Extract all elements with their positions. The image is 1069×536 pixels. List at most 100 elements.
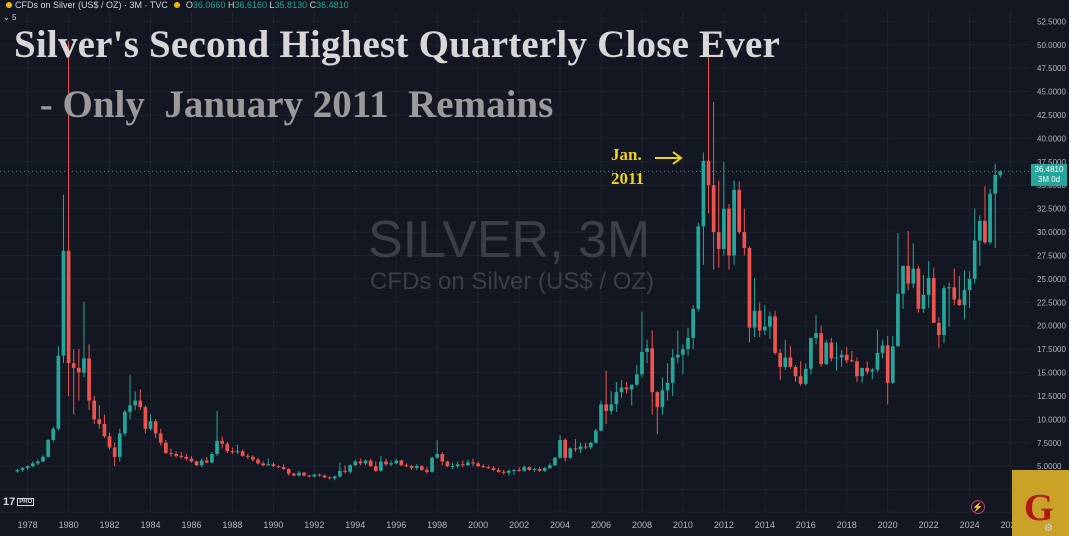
candle-down — [343, 465, 347, 474]
candle-up — [921, 275, 926, 313]
candle-up — [117, 428, 122, 462]
y-tick-label: 20.0000 — [1037, 322, 1066, 331]
candle-down — [573, 439, 578, 453]
candle-up — [926, 261, 931, 308]
candle-body — [998, 171, 1003, 176]
candle-body — [988, 193, 992, 243]
candle-body — [353, 461, 358, 466]
candle-down — [194, 460, 199, 467]
candle-up — [629, 384, 634, 406]
candle-body — [51, 428, 56, 440]
candle-body — [92, 400, 97, 420]
candle-down — [281, 464, 286, 470]
y-tick-label: 50.0000 — [1037, 41, 1066, 50]
symbol-legend[interactable]: CFDs on Silver (US$ / OZ) · 3M · TVC O36… — [2, 0, 349, 12]
candle-body — [614, 392, 619, 405]
candle-body — [814, 333, 818, 338]
candle-body — [860, 367, 864, 377]
x-tick-label: 1982 — [100, 520, 120, 530]
candle-body — [148, 421, 153, 429]
candle-down — [220, 436, 225, 449]
gold-logo: G — [1012, 470, 1069, 536]
candle-down — [179, 452, 184, 459]
candle-down — [292, 472, 296, 477]
x-tick-label: 1980 — [59, 520, 79, 530]
candle-up — [61, 194, 66, 364]
candle-down — [460, 460, 465, 468]
candle-body — [15, 469, 20, 472]
candle-body — [962, 290, 967, 306]
x-tick-label: 2024 — [960, 520, 980, 530]
candle-up — [701, 152, 706, 265]
candle-body — [865, 367, 870, 372]
candle-body — [716, 232, 721, 249]
candle-up — [880, 339, 885, 359]
candle-down — [143, 405, 148, 434]
last-price-value: 36.4810 — [1034, 165, 1064, 175]
candle-body — [783, 357, 788, 367]
price-axis[interactable]: 52.5000 50.0000 47.5000 45.0000 42.5000 40.00… — [1030, 0, 1069, 536]
candle-body — [640, 351, 644, 375]
candle-up — [993, 163, 998, 248]
candle-body — [476, 463, 480, 467]
candle-body — [25, 466, 30, 469]
candle-up — [46, 439, 50, 458]
candle-body — [727, 208, 731, 256]
candle-body — [230, 451, 235, 453]
candle-down — [527, 466, 532, 471]
candle-body — [348, 465, 353, 472]
candle-up — [911, 243, 916, 289]
candle-down — [829, 337, 834, 362]
candle-down — [747, 246, 752, 343]
candle-down — [742, 208, 747, 256]
candle-up — [363, 459, 368, 466]
candle-body — [977, 220, 982, 241]
candle-body — [931, 277, 936, 323]
candle-down — [706, 46, 711, 214]
candle-body — [199, 460, 204, 466]
candle-body — [384, 461, 388, 465]
candle-body — [491, 468, 496, 470]
x-tick-label: 2018 — [837, 520, 857, 530]
candle-up — [619, 380, 624, 398]
candle-up — [394, 458, 399, 465]
candle-body — [46, 439, 50, 457]
y-tick-label: 30.0000 — [1037, 228, 1066, 237]
indicators-collapse-toggle[interactable]: ⌄ 5 — [3, 13, 17, 22]
tradingview-logo[interactable]: 17 PRO — [3, 496, 35, 508]
candle-up — [266, 458, 271, 467]
candle-down — [844, 347, 849, 364]
candle-body — [266, 464, 271, 466]
x-tick-label: 1994 — [345, 520, 365, 530]
candle-down — [97, 405, 102, 429]
candle-body — [947, 287, 951, 289]
candle-up — [430, 456, 434, 473]
candle-down — [486, 465, 491, 469]
candle-body — [926, 277, 931, 295]
candle-body — [404, 465, 409, 467]
x-tick-label: 2000 — [468, 520, 488, 530]
candle-down — [399, 459, 404, 467]
candle-body — [153, 421, 158, 434]
candle-body — [215, 440, 219, 455]
x-tick-label: 1998 — [427, 520, 447, 530]
candle-body — [737, 189, 742, 233]
candle-down — [425, 467, 429, 474]
candle-body — [793, 366, 798, 377]
candle-down — [358, 458, 363, 466]
x-tick-label: 1978 — [18, 520, 38, 530]
candle-body — [112, 447, 117, 457]
candle-down — [604, 370, 608, 425]
candle-body — [619, 387, 624, 393]
candle-up — [56, 346, 61, 431]
candle-up — [977, 215, 982, 266]
candle-body — [123, 411, 127, 434]
gear-icon[interactable]: ⚙ — [1044, 523, 1053, 534]
candle-body — [143, 407, 148, 429]
candle-body — [722, 208, 726, 249]
candle-body — [302, 472, 306, 476]
flash-icon[interactable]: ⚡ — [971, 500, 985, 514]
candle-body — [56, 355, 61, 429]
time-axis[interactable]: 1978 1980 1982 1984 1986 1988 1990 1992 1994 1996… — [18, 520, 1021, 530]
